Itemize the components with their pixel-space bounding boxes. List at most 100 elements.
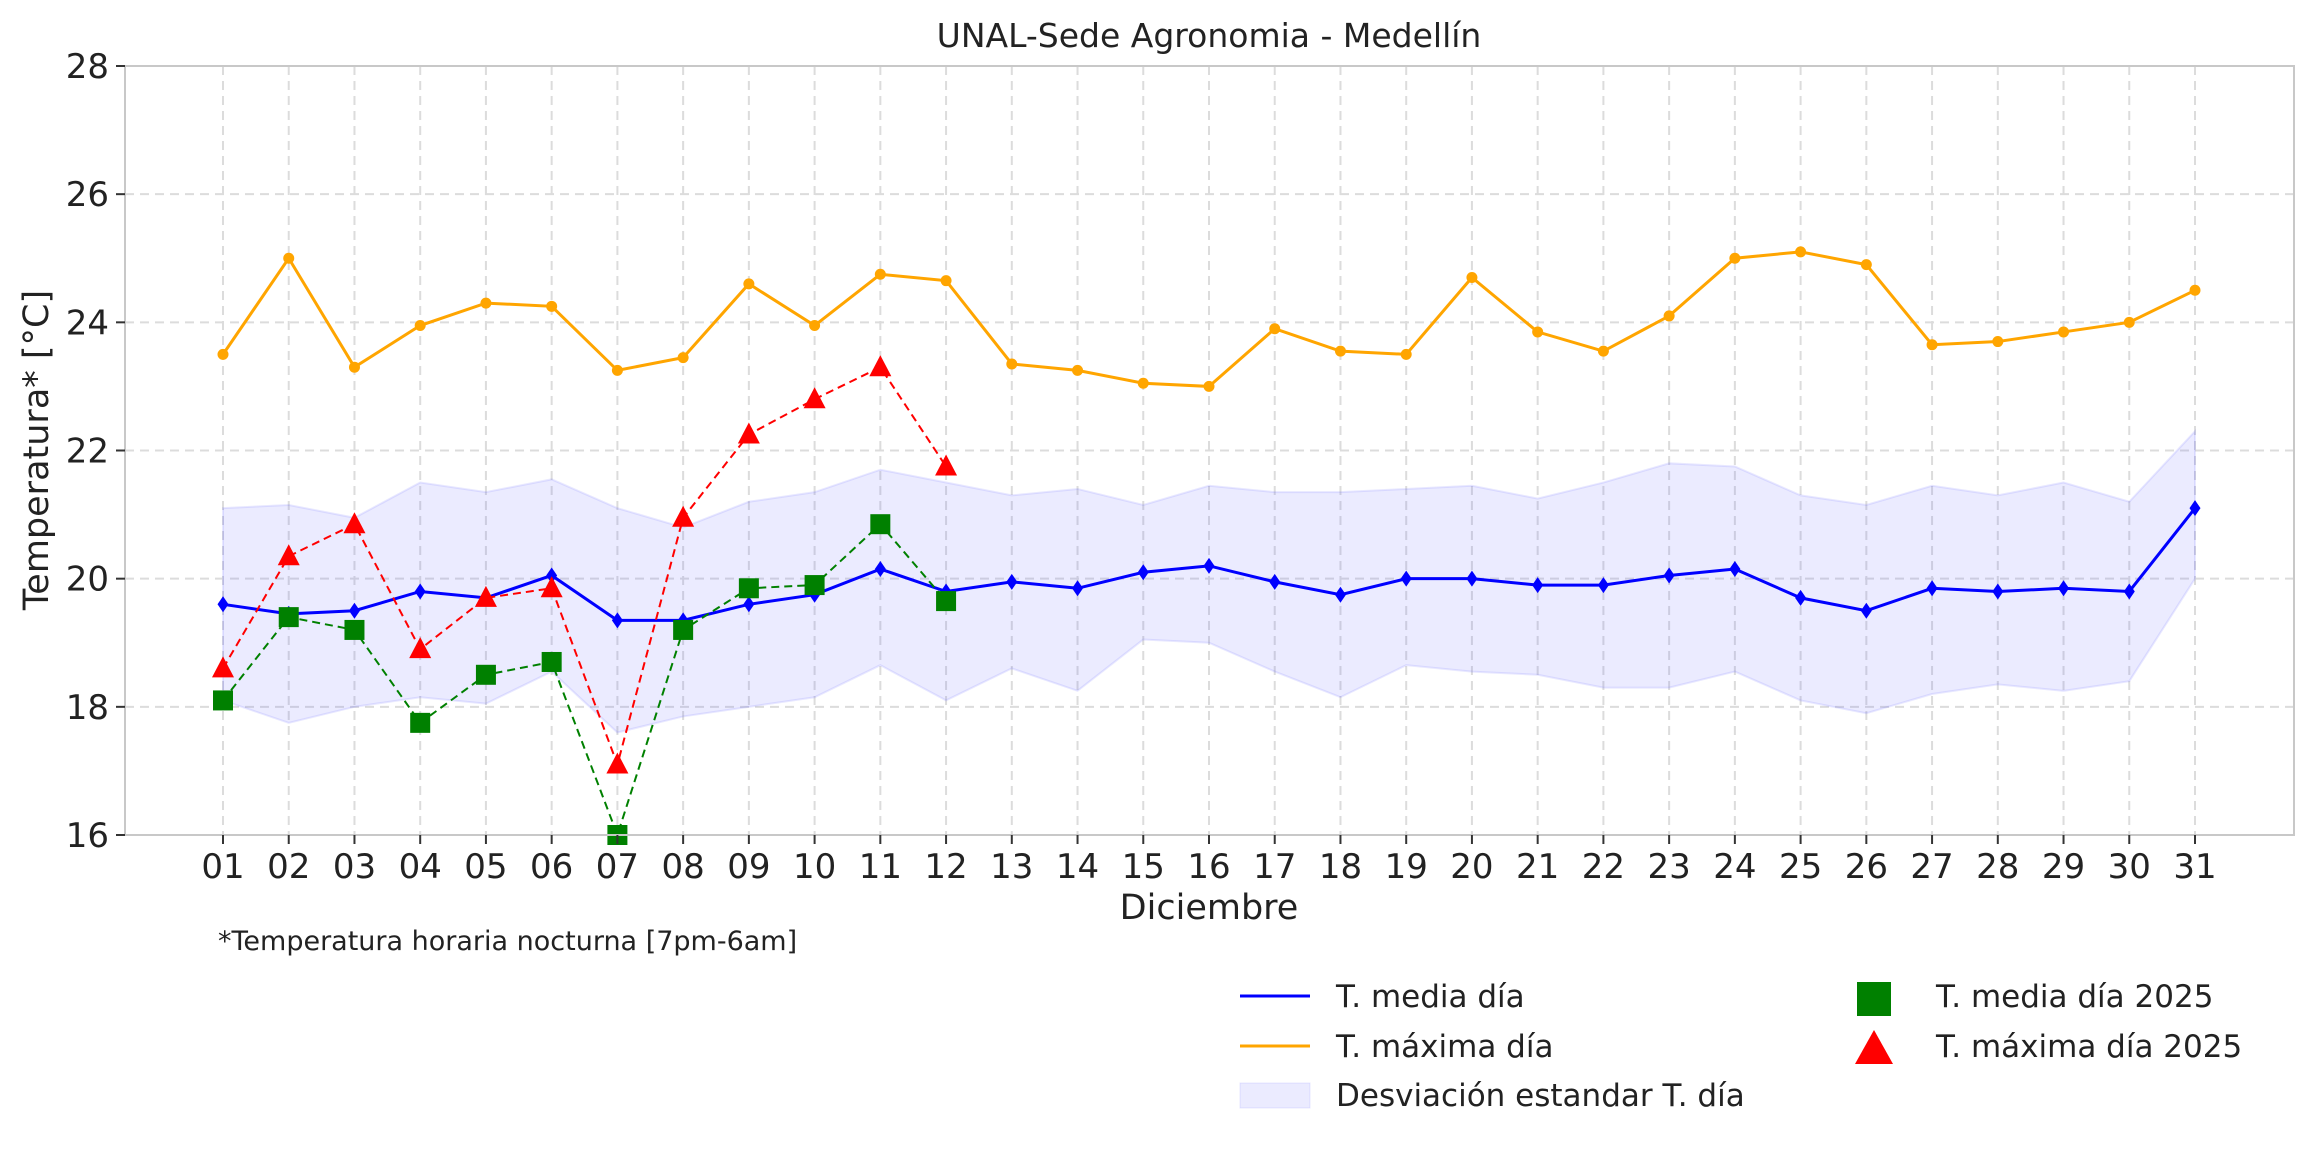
legend-label-maxima: T. máxima día [1335, 1029, 1553, 1065]
x-tick-label: 22 [1582, 847, 1625, 887]
legend-swatch-band [1239, 1082, 1311, 1109]
grid [125, 65, 2294, 836]
series-layer [212, 246, 2201, 845]
std-band [222, 428, 2196, 734]
data-point-maxima [1269, 323, 1281, 335]
data-point-media-2025 [936, 591, 957, 612]
x-tick-label: 06 [530, 847, 573, 887]
data-point-media [1597, 577, 1609, 594]
y-tick-label: 16 [66, 816, 109, 856]
y-tick-label: 18 [66, 688, 109, 728]
x-tick-label: 02 [267, 847, 310, 887]
data-point-maxima [611, 364, 623, 376]
data-point-media [1466, 570, 1478, 587]
x-tick-label: 16 [1187, 847, 1230, 887]
x-tick-label: 28 [1976, 847, 2019, 887]
data-point-media [743, 596, 755, 613]
y-tick-label: 20 [66, 560, 109, 600]
data-point-media [1269, 573, 1281, 590]
data-point-maxima [217, 348, 229, 360]
series-line-maxima-2025 [222, 365, 947, 768]
x-tick-label: 26 [1845, 847, 1888, 887]
x-tick-label: 17 [1253, 847, 1296, 887]
x-tick-label: 09 [727, 847, 770, 887]
chart-title: UNAL-Sede Agronomia - Medellín [937, 16, 1482, 55]
data-point-maxima [1926, 339, 1938, 351]
data-point-maxima [809, 320, 821, 332]
data-point-media [1992, 583, 2004, 600]
data-point-media-2025 [804, 575, 825, 596]
data-point-media [2058, 580, 2070, 597]
data-point-maxima-2025 [606, 752, 629, 774]
data-point-maxima [1334, 345, 1346, 357]
data-point-media [2123, 583, 2135, 600]
data-point-maxima [348, 361, 360, 373]
x-tick-label: 29 [2042, 847, 2085, 887]
x-tick-label: 07 [596, 847, 639, 887]
data-point-maxima [1532, 326, 1544, 338]
x-tick-label: 15 [1122, 847, 1165, 887]
data-point-media-2025 [541, 651, 562, 672]
data-point-maxima [677, 352, 689, 364]
legend-swatch-media-2025 [1857, 982, 1891, 1016]
data-point-maxima [743, 278, 755, 290]
data-point-maxima [480, 297, 492, 309]
y-tick-label: 24 [66, 303, 109, 343]
series-line-media-2025 [222, 522, 947, 839]
data-point-media [1729, 561, 1741, 578]
data-point-maxima [940, 275, 952, 287]
x-tick-label: 13 [990, 847, 1033, 887]
data-point-maxima [1795, 246, 1807, 258]
data-point-maxima-2025 [869, 355, 892, 377]
x-tick-label: 21 [1516, 847, 1559, 887]
std-band-area [222, 428, 2196, 734]
legend-label-media: T. media día [1335, 979, 1525, 1015]
legend: T. media día T. máxima día Desviación es… [1239, 979, 2242, 1114]
data-point-media [1203, 557, 1215, 574]
data-point-media [348, 602, 360, 619]
x-tick-label: 11 [859, 847, 902, 887]
data-point-maxima-2025 [935, 454, 958, 476]
x-tick-label: 20 [1450, 847, 1493, 887]
footnote: *Temperatura horaria nocturna [7pm-6am] [218, 926, 797, 957]
x-tick-label: 18 [1319, 847, 1362, 887]
data-point-maxima [1006, 358, 1018, 370]
data-point-media [217, 596, 229, 613]
data-point-maxima [1466, 271, 1478, 283]
data-point-maxima-2025 [672, 505, 695, 527]
x-tick-label: 01 [201, 847, 244, 887]
data-point-media-2025 [870, 514, 891, 535]
x-tick-label: 05 [464, 847, 507, 887]
data-point-maxima [1860, 259, 1872, 271]
data-point-maxima [1137, 377, 1149, 389]
data-point-media-2025 [410, 712, 431, 733]
y-axis-label: Temperatura* [°C] [17, 290, 57, 611]
data-point-maxima-2025 [474, 585, 497, 607]
legend-swatch-maxima-2025 [1855, 1030, 1893, 1064]
x-tick-label: 08 [662, 847, 705, 887]
data-point-media [1137, 564, 1149, 581]
data-point-maxima [283, 252, 295, 264]
data-point-media [1072, 580, 1084, 597]
data-point-media [611, 612, 623, 629]
data-point-media [414, 583, 426, 600]
data-point-maxima [1597, 345, 1609, 357]
legend-label-media-2025: T. media día 2025 [1935, 979, 2213, 1015]
data-point-maxima-2025 [277, 544, 300, 566]
y-tick-label: 28 [66, 47, 109, 87]
data-point-maxima-2025 [803, 387, 826, 409]
legend-label-band: Desviación estandar T. día [1336, 1078, 1745, 1114]
data-point-maxima [1072, 364, 1084, 376]
x-tick-label: 24 [1713, 847, 1756, 887]
data-point-media-2025 [475, 664, 496, 685]
data-point-media [1532, 577, 1544, 594]
data-point-maxima [1663, 310, 1675, 322]
data-point-maxima [546, 300, 558, 312]
x-tick-label: 19 [1385, 847, 1428, 887]
x-tick-label: 23 [1648, 847, 1691, 887]
x-tick-label: 25 [1779, 847, 1822, 887]
data-point-media [1334, 586, 1346, 603]
data-point-maxima-2025 [540, 576, 563, 598]
data-point-media-2025 [673, 619, 694, 640]
data-point-maxima [414, 320, 426, 332]
